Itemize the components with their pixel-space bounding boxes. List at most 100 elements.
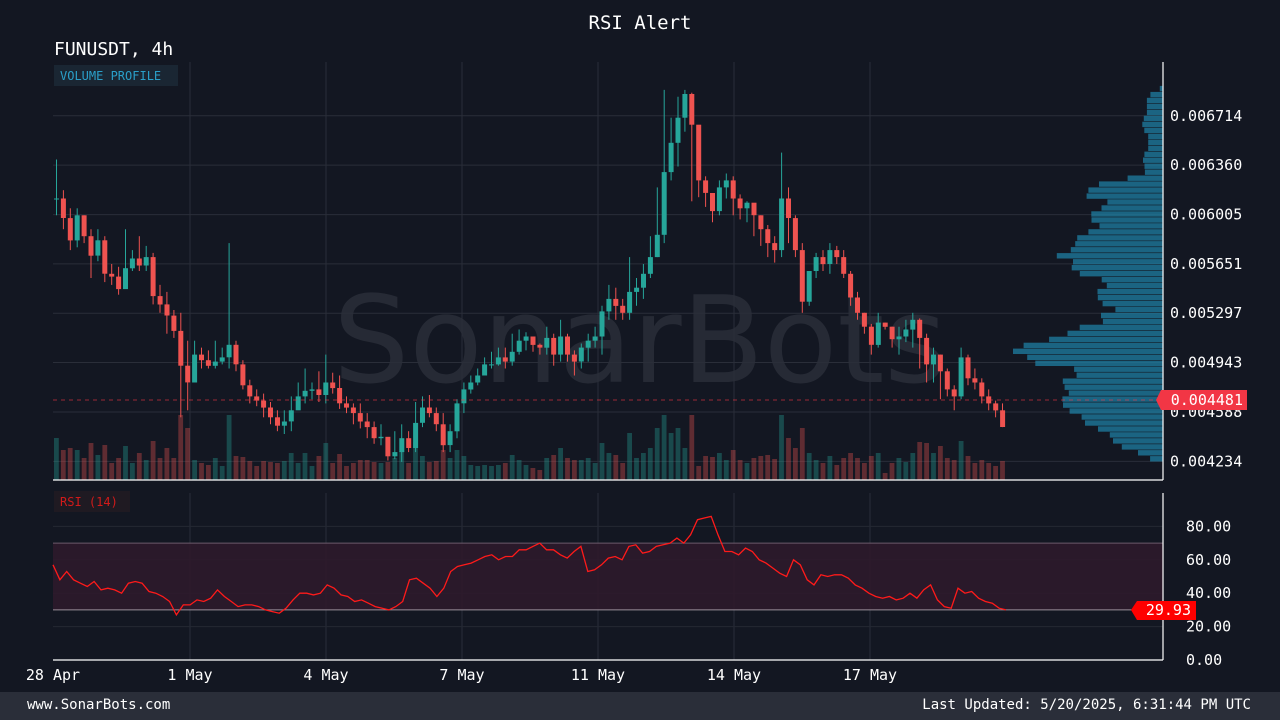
volume-bar (461, 456, 467, 480)
candle-body (834, 250, 840, 258)
candle-body (192, 354, 198, 383)
candle-body (447, 431, 453, 446)
volume-bar (74, 450, 80, 480)
volume-bar (972, 463, 978, 480)
candle-body (399, 438, 405, 453)
volume-profile-bin (1070, 247, 1163, 253)
volume-bar (917, 442, 923, 480)
volume-bar (889, 463, 895, 480)
price-tick-label: 0.006714 (1170, 107, 1242, 125)
time-tick-label: 11 May (571, 666, 625, 684)
volume-bar (385, 462, 391, 480)
candle-body (551, 337, 557, 355)
volume-bar (226, 415, 232, 480)
volume-profile-label-box (54, 65, 178, 86)
volume-profile-bin (1056, 253, 1163, 259)
volume-bar (710, 457, 715, 480)
candle-body (247, 385, 253, 397)
candle-body (516, 340, 522, 352)
candle-body (979, 382, 985, 397)
volume-bar (219, 466, 225, 480)
rsi-tick-label: 0.00 (1186, 651, 1222, 669)
volume-profile-bin (1144, 163, 1163, 169)
volume-profile-bin (1049, 336, 1163, 343)
rsi-axis-ticks: 80.00 60.00 40.00 20.00 0.00 (1186, 517, 1231, 669)
volume-bar (820, 463, 826, 480)
rsi-tick-label: 40.00 (1186, 584, 1231, 602)
volume-profile-bin (1027, 354, 1163, 360)
volume-bar (102, 445, 108, 480)
volume-profile-bin (1097, 294, 1163, 301)
candle-body (751, 202, 757, 216)
volume-bar (330, 463, 336, 480)
volume-bar (896, 458, 902, 480)
volume-bar (572, 460, 577, 480)
volume-bar (454, 450, 460, 480)
volume-bar (737, 460, 743, 480)
candle-body (426, 407, 432, 414)
candle-body (482, 364, 488, 376)
volume-bar (565, 458, 570, 480)
volume-profile (1013, 85, 1163, 462)
candle-body (116, 276, 122, 290)
candle-body (254, 396, 260, 401)
volume-bar (60, 450, 66, 480)
candle-body (74, 215, 80, 241)
footer-bar: www.SonarBots.com Last Updated: 5/20/202… (0, 692, 1280, 720)
volume-bars (54, 415, 1005, 480)
candle-body (157, 296, 163, 305)
volume-bar (585, 458, 591, 480)
volume-profile-bin (1013, 348, 1163, 354)
volume-bar (247, 461, 253, 480)
volume-bar (378, 463, 384, 480)
candle-body (544, 337, 550, 348)
volume-bar (171, 458, 177, 480)
candle-body (164, 304, 170, 316)
volume-profile-bin (1068, 390, 1163, 396)
volume-profile-bin (1075, 241, 1163, 247)
volume-bar (351, 463, 356, 480)
candle-body (123, 268, 128, 290)
price-tick-label: 0.005651 (1170, 255, 1242, 273)
volume-profile-bin (1144, 169, 1163, 175)
volume-profile-bin (1098, 426, 1163, 432)
volume-bar (212, 458, 218, 480)
candle-body (792, 218, 798, 251)
candle-body (565, 336, 570, 355)
candle-body (454, 403, 460, 432)
volume-bar (703, 456, 708, 480)
candle-body (502, 357, 508, 362)
volume-profile-bin (1144, 127, 1163, 134)
candle-body (765, 229, 771, 244)
volume-bar (192, 460, 197, 480)
footer-site: www.SonarBots.com (27, 697, 171, 713)
volume-bar (634, 458, 639, 480)
candle-body (827, 250, 833, 264)
volume-bar (489, 466, 494, 480)
volume-bar (654, 428, 660, 480)
candle-body (288, 410, 294, 422)
candle-body (585, 340, 591, 348)
volume-bar (965, 456, 971, 480)
volume-bar (813, 460, 819, 480)
volume-bar (309, 466, 315, 480)
candle-body (730, 180, 736, 199)
volume-bar (799, 428, 805, 480)
volume-bar (537, 470, 543, 480)
volume-bar (910, 453, 916, 480)
candle-body (323, 382, 329, 395)
volume-profile-label: VOLUME PROFILE (60, 69, 161, 83)
volume-profile-bin (1148, 133, 1163, 140)
candle-body (786, 198, 791, 218)
volume-profile-bin (1069, 408, 1163, 414)
candle-body (261, 400, 267, 408)
volume-profile-bin (1088, 229, 1163, 235)
volume-bar (392, 458, 398, 480)
candle-body (558, 336, 564, 355)
volume-bar (592, 463, 598, 480)
volume-bar (938, 446, 943, 480)
candle-body (475, 375, 481, 383)
rsi-line (52, 515, 1007, 617)
candle-body (958, 357, 964, 397)
candle-body (489, 364, 494, 366)
